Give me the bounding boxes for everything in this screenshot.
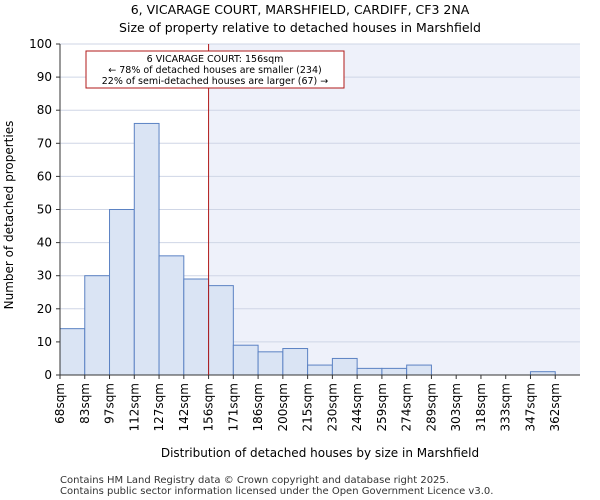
bar: [406, 364, 432, 376]
x-tick-label: 156sqm: [202, 383, 216, 431]
y-axis-label: Number of detached properties: [2, 121, 16, 310]
x-tick-label: 68sqm: [53, 383, 67, 424]
annotation-line-2: ← 78% of detached houses are smaller (23…: [108, 65, 321, 76]
y-tick-label: 0: [44, 368, 52, 382]
y-tick-label: 80: [37, 103, 52, 117]
bar: [381, 367, 408, 376]
x-tick-label: 200sqm: [276, 383, 290, 431]
x-axis-label: Distribution of detached houses by size …: [161, 446, 479, 460]
x-tick-label: 215sqm: [301, 383, 315, 431]
bar: [307, 364, 333, 376]
bar: [109, 209, 135, 376]
chart-subtitle: Size of property relative to detached ho…: [119, 20, 481, 35]
bar: [84, 275, 111, 376]
x-tick-label: 142sqm: [177, 383, 191, 431]
y-tick-label: 40: [37, 236, 52, 250]
bar: [232, 344, 259, 376]
plot-area: 0 10 20 30 40 50 60 70 80 90 100 68sqm 83sqm 97sqm 112…: [29, 37, 581, 431]
bar: [183, 278, 210, 376]
x-tick-label: 244sqm: [350, 383, 364, 431]
x-tick-label: 274sqm: [400, 383, 414, 431]
bar: [59, 328, 86, 376]
footer-line-1: Contains HM Land Registry data © Crown c…: [60, 475, 449, 486]
bar: [133, 122, 160, 376]
x-tick-label: 83sqm: [78, 383, 92, 424]
y-tick-label: 70: [37, 136, 52, 150]
x-tick-label: 362sqm: [548, 383, 562, 431]
x-tick-label: 303sqm: [449, 383, 463, 431]
bar: [282, 348, 309, 376]
annotation-line-1: 6 VICARAGE COURT: 156sqm: [147, 54, 284, 65]
chart-title: 6, VICARAGE COURT, MARSHFIELD, CARDIFF, …: [131, 2, 470, 17]
annotation-line-3: 22% of semi-detached houses are larger (…: [102, 76, 329, 87]
y-tick-label: 50: [37, 203, 52, 217]
x-tick-label: 186sqm: [251, 383, 265, 431]
bar: [257, 351, 284, 376]
x-tick-label: 112sqm: [127, 383, 141, 431]
y-tick-label: 60: [37, 169, 52, 183]
y-tick-label: 30: [37, 269, 52, 283]
y-tick-label: 90: [37, 70, 52, 84]
x-tick-label: 259sqm: [375, 383, 389, 431]
x-tick-label: 333sqm: [499, 383, 513, 431]
y-tick-label: 20: [37, 302, 52, 316]
bar: [331, 357, 358, 376]
y-tick-label: 10: [37, 335, 52, 349]
x-tick-label: 171sqm: [226, 383, 240, 431]
x-tick-label: 347sqm: [523, 383, 537, 431]
annotation-box: [85, 50, 345, 89]
x-tick-label: 289sqm: [424, 383, 438, 431]
bar: [356, 367, 383, 376]
x-tick-label: 318sqm: [474, 383, 488, 431]
y-tick-label: 100: [29, 37, 52, 51]
bar: [158, 255, 185, 376]
x-tick-label: 97sqm: [103, 383, 117, 424]
x-tick-label: 127sqm: [152, 383, 166, 431]
bar: [208, 285, 234, 376]
footer-line-2: Contains public sector information licen…: [60, 486, 493, 497]
x-tick-label: 230sqm: [325, 383, 339, 431]
